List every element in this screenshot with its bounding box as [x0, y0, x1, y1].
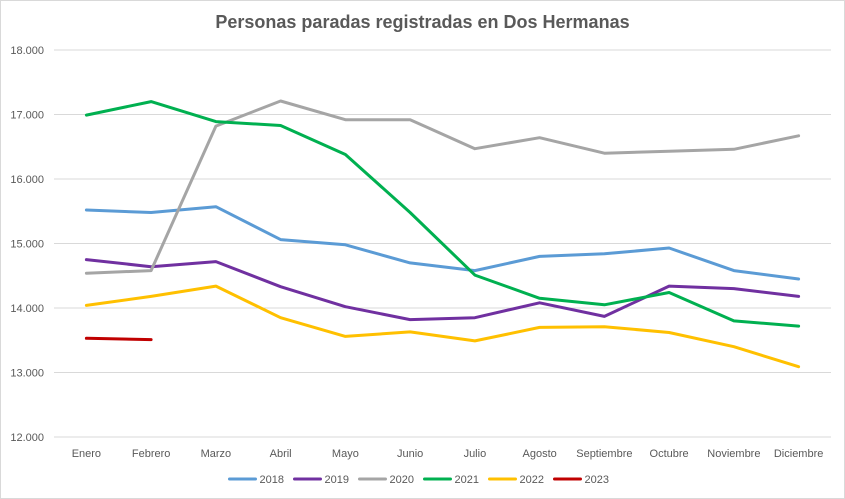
y-tick-label: 13.000 [10, 368, 44, 380]
legend-label-2019: 2019 [325, 474, 349, 486]
y-tick-label: 17.000 [10, 110, 44, 122]
x-tick-label: Enero [72, 448, 101, 460]
x-axis: Enero Febrero Marzo Abril Mayo Junio Julio Agos… [72, 448, 824, 460]
legend: 2018 2019 2020 2021 2022 2023 [228, 474, 609, 486]
legend-label-2022: 2022 [520, 474, 544, 486]
series-line-2020 [84, 99, 801, 275]
x-tick-label: Junio [397, 448, 423, 460]
x-tick-label: Marzo [201, 448, 232, 460]
legend-label-2021: 2021 [455, 474, 479, 486]
series-line-2021 [84, 100, 801, 328]
y-tick-label: 18.000 [10, 45, 44, 57]
series-line-2018 [84, 205, 801, 281]
y-tick-label: 12.000 [10, 432, 44, 444]
x-tick-label: Abril [270, 448, 292, 460]
legend-label-2023: 2023 [585, 474, 609, 486]
chart-title: Personas paradas registradas en Dos Herm… [215, 12, 630, 32]
x-tick-label: Agosto [523, 448, 557, 460]
series-lines [84, 99, 801, 369]
series-line-2022 [84, 284, 801, 369]
legend-label-2020: 2020 [390, 474, 414, 486]
series-line-2023 [84, 336, 153, 342]
legend-label-2018: 2018 [260, 474, 284, 486]
x-tick-label: Diciembre [774, 448, 824, 460]
x-tick-label: Septiembre [576, 448, 632, 460]
y-tick-label: 14.000 [10, 303, 44, 315]
x-tick-label: Febrero [132, 448, 171, 460]
y-tick-label: 16.000 [10, 174, 44, 186]
x-tick-label: Noviembre [707, 448, 760, 460]
x-tick-label: Octubre [650, 448, 689, 460]
series-line-2019 [84, 258, 801, 322]
x-tick-label: Julio [464, 448, 487, 460]
x-tick-label: Mayo [332, 448, 359, 460]
y-tick-label: 15.000 [10, 239, 44, 251]
y-axis: 12.000 13.000 14.000 15.000 16.000 17.000 18.0… [10, 45, 44, 444]
